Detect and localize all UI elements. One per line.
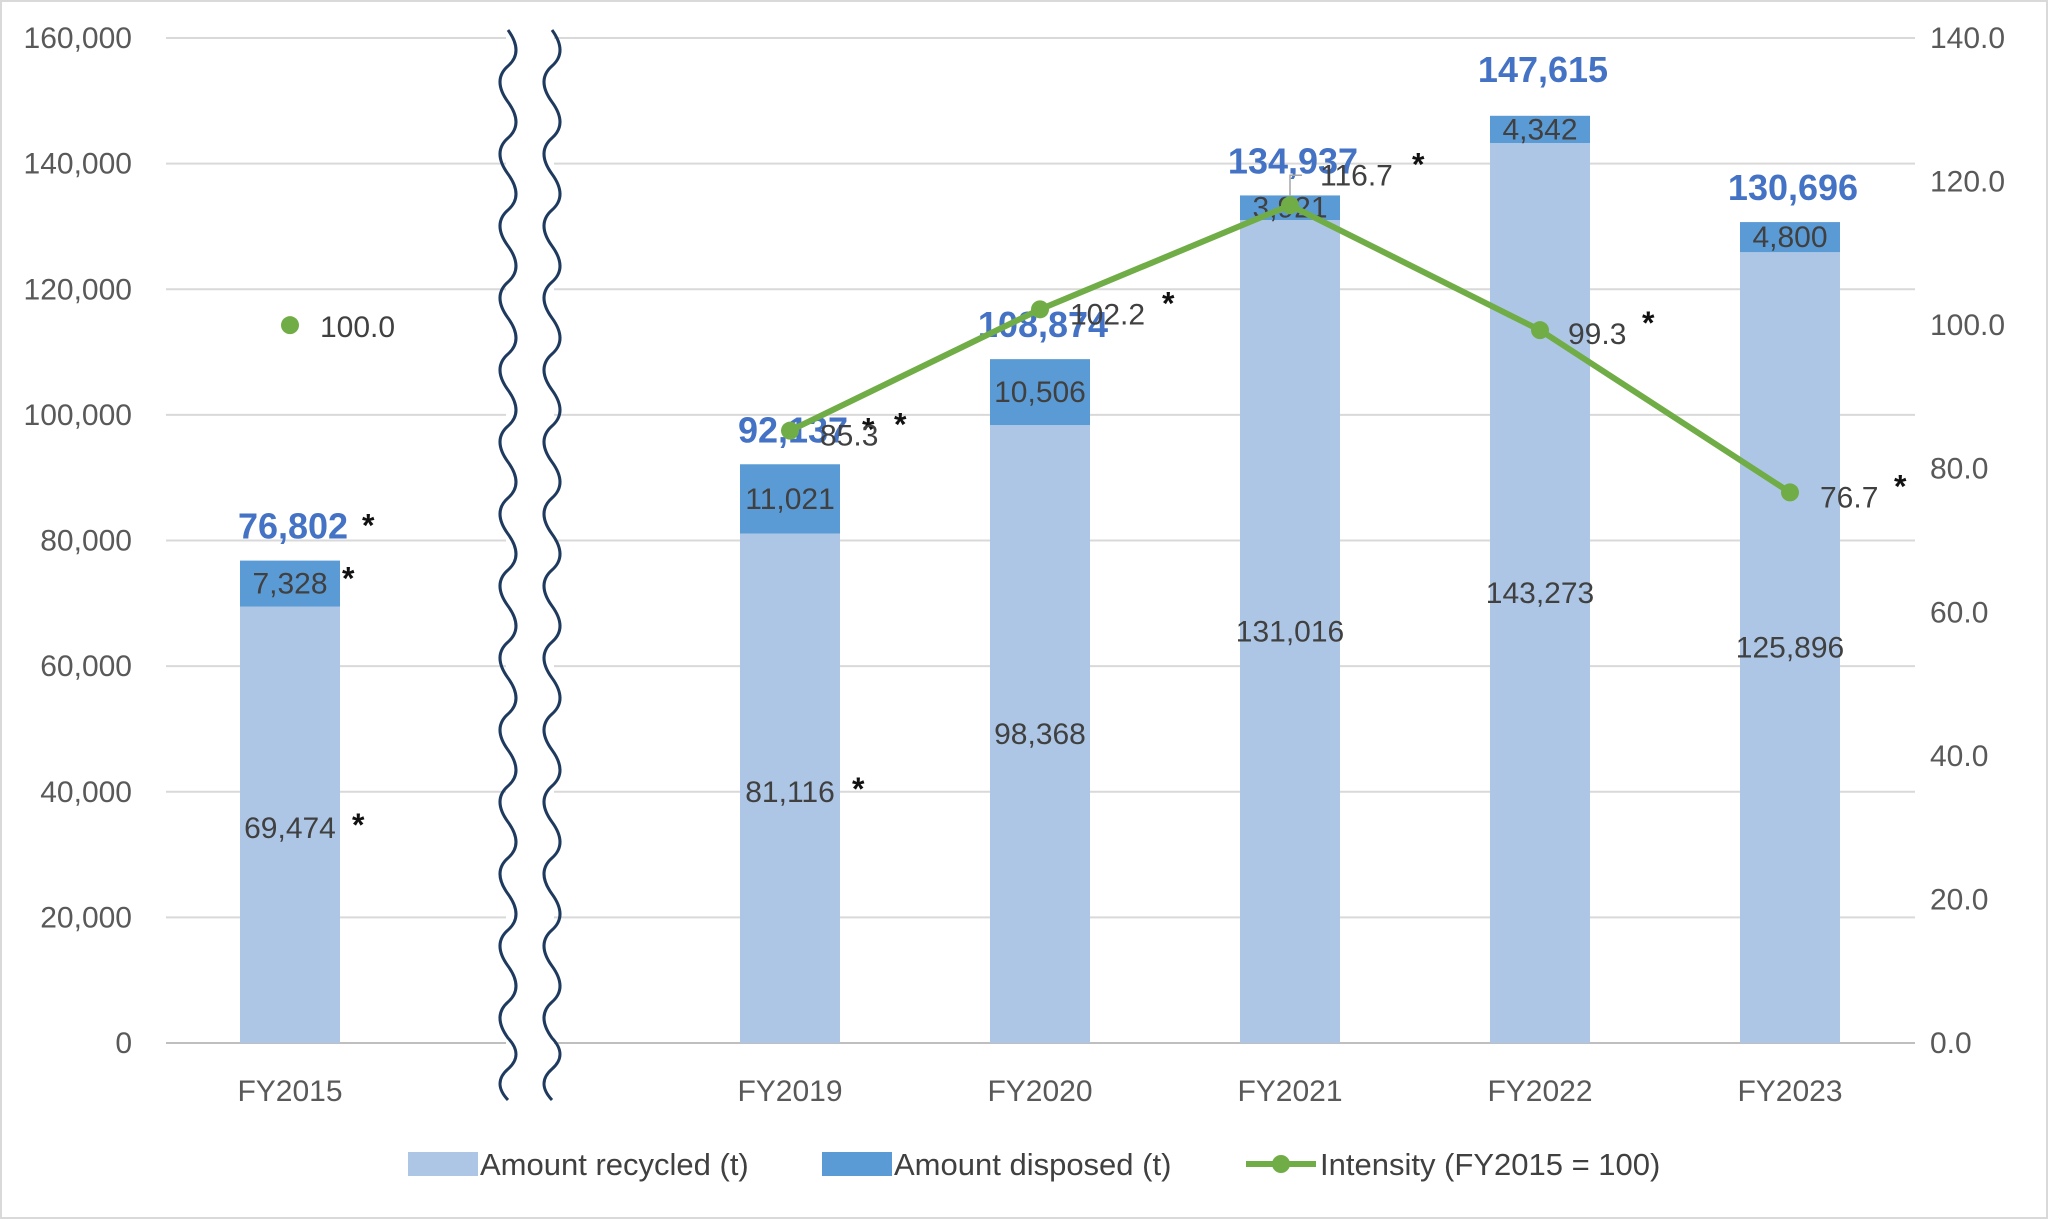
- disposed-value-label: 4,342: [1502, 113, 1577, 146]
- total-value-label: 130,696: [1728, 167, 1858, 208]
- intensity-value-label: 116.7: [1320, 159, 1393, 192]
- asterisk-mark: *: [1642, 305, 1655, 341]
- y-left-tick-label: 60,000: [40, 650, 132, 683]
- asterisk-mark: *: [1162, 285, 1175, 321]
- bar-amount-recycled: [1490, 143, 1590, 1043]
- intensity-point: [281, 316, 299, 335]
- asterisk-mark: *: [862, 411, 875, 447]
- y-left-tick-label: 20,000: [40, 901, 132, 934]
- total-value-label: 147,615: [1478, 49, 1608, 90]
- disposed-value-label: 7,328: [252, 568, 327, 601]
- bar-amount-recycled: [240, 606, 340, 1043]
- axis-break-line: [542, 29, 562, 1102]
- y-right-tick-label: 40.0: [1930, 740, 1988, 773]
- disposed-value-label: 4,800: [1752, 221, 1827, 254]
- bar-amount-disposed: [990, 359, 1090, 426]
- y-right-tick-label: 100.0: [1930, 309, 2005, 342]
- axis-break-line: [498, 29, 518, 1102]
- bar-amount-recycled: [1740, 252, 1840, 1043]
- y-left-tick-label: 0: [115, 1027, 132, 1060]
- intensity-value-label: 100.0: [320, 311, 395, 344]
- disposed-value-label: 10,506: [994, 376, 1086, 409]
- asterisk-mark: *: [1412, 146, 1425, 182]
- x-category-label: FY2020: [987, 1075, 1092, 1108]
- intensity-value-label: 102.2: [1070, 298, 1145, 331]
- recycled-value-label: 143,273: [1486, 577, 1594, 610]
- y-left-tick-label: 160,000: [24, 22, 132, 55]
- x-category-label: FY2015: [237, 1075, 342, 1108]
- disposed-value-label: 11,021: [745, 483, 835, 516]
- asterisk-mark: *: [852, 771, 865, 807]
- intensity-point: [1031, 300, 1049, 319]
- asterisk-mark: *: [342, 561, 355, 597]
- asterisk-mark: *: [352, 807, 365, 843]
- x-category-label: FY2021: [1237, 1075, 1342, 1108]
- legend-label-disposed: Amount disposed (t): [894, 1147, 1171, 1182]
- bar-amount-recycled: [990, 425, 1090, 1044]
- legend-swatch-intensity-point: [1272, 1155, 1290, 1173]
- legend-label-recycled: Amount recycled (t): [480, 1147, 749, 1182]
- x-category-label: FY2019: [737, 1075, 842, 1108]
- intensity-point: [1781, 483, 1799, 502]
- y-left-tick-label: 40,000: [40, 776, 132, 809]
- y-right-tick-label: 120.0: [1930, 166, 2005, 199]
- y-left-tick-label: 100,000: [24, 399, 132, 432]
- bar-amount-recycled: [740, 533, 840, 1043]
- total-value-label: 76,802: [238, 506, 348, 547]
- y-left-tick-label: 120,000: [24, 273, 132, 306]
- bar-amount-disposed: [1490, 115, 1590, 144]
- asterisk-mark: *: [362, 508, 375, 544]
- y-left-tick-label: 80,000: [40, 525, 132, 558]
- bar-amount-disposed: [740, 464, 840, 534]
- legend-swatch-recycled: [408, 1152, 478, 1176]
- y-right-tick-label: 140.0: [1930, 22, 2005, 55]
- intensity-value-label: 85.3: [820, 420, 878, 453]
- recycled-value-label: 131,016: [1236, 616, 1344, 649]
- recycled-value-label: 69,474: [244, 812, 336, 845]
- recycled-value-label: 81,116: [745, 776, 835, 809]
- intensity-point: [781, 421, 799, 440]
- y-right-tick-label: 60.0: [1930, 596, 1988, 629]
- y-left-tick-label: 140,000: [24, 148, 132, 181]
- bar-amount-disposed: [240, 560, 340, 607]
- recycled-value-label: 125,896: [1736, 632, 1844, 665]
- legend-label-intensity: Intensity (FY2015 = 100): [1320, 1147, 1660, 1182]
- leader-line: [1289, 174, 1302, 196]
- y-right-tick-label: 80.0: [1930, 453, 1988, 486]
- asterisk-mark: *: [1894, 468, 1907, 504]
- x-category-label: FY2023: [1737, 1075, 1842, 1108]
- intensity-point: [1531, 321, 1549, 340]
- intensity-point: [1281, 196, 1299, 215]
- legend-swatch-disposed: [822, 1152, 892, 1176]
- intensity-value-label: 76.7: [1820, 481, 1878, 514]
- recycled-value-label: 98,368: [994, 718, 1086, 751]
- y-right-tick-label: 20.0: [1930, 883, 1988, 916]
- x-category-label: FY2022: [1487, 1075, 1592, 1108]
- asterisk-mark: *: [894, 407, 907, 443]
- bar-amount-disposed: [1740, 222, 1840, 253]
- intensity-value-label: 99.3: [1568, 318, 1626, 351]
- bar-amount-recycled: [1240, 220, 1340, 1043]
- y-right-tick-label: 0.0: [1930, 1027, 1972, 1060]
